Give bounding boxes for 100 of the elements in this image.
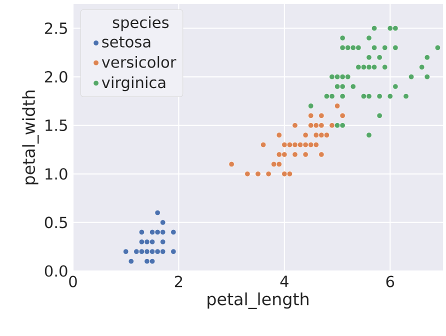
point bbox=[329, 122, 335, 128]
x-axis-title: petal_length bbox=[208, 292, 308, 310]
point bbox=[282, 171, 288, 177]
point bbox=[308, 122, 314, 128]
point bbox=[340, 74, 346, 80]
point bbox=[149, 258, 156, 264]
legend-label: versicolor bbox=[102, 56, 176, 68]
y-tick-label: 0.5 bbox=[44, 216, 67, 228]
point bbox=[334, 84, 340, 90]
y-tick-label: 2.0 bbox=[45, 71, 68, 83]
point bbox=[392, 84, 398, 90]
point bbox=[424, 54, 430, 60]
y-axis-title: petal_width bbox=[22, 90, 39, 184]
point bbox=[334, 103, 340, 109]
point bbox=[286, 171, 293, 177]
point bbox=[424, 74, 430, 80]
point bbox=[149, 229, 156, 236]
point bbox=[356, 44, 362, 51]
legend-label: virginica bbox=[102, 76, 166, 92]
point bbox=[382, 44, 388, 51]
point bbox=[376, 112, 382, 119]
point bbox=[418, 64, 425, 70]
point bbox=[360, 64, 367, 70]
point bbox=[329, 74, 335, 80]
point bbox=[340, 44, 346, 51]
point bbox=[387, 25, 394, 32]
point bbox=[138, 229, 145, 236]
point bbox=[144, 239, 150, 245]
point bbox=[160, 229, 166, 236]
point bbox=[318, 132, 324, 138]
point bbox=[149, 248, 156, 254]
point bbox=[286, 142, 293, 148]
point bbox=[318, 112, 324, 119]
point bbox=[270, 161, 277, 168]
point bbox=[366, 54, 372, 60]
point bbox=[382, 64, 388, 70]
point bbox=[228, 161, 234, 168]
x-tick-label: 6 bbox=[386, 276, 394, 288]
point bbox=[266, 171, 272, 177]
point bbox=[292, 142, 298, 148]
point bbox=[344, 74, 351, 80]
point bbox=[308, 112, 314, 119]
point bbox=[366, 93, 372, 100]
legend-title: species bbox=[112, 16, 169, 32]
point bbox=[276, 132, 282, 138]
point bbox=[366, 64, 372, 70]
point bbox=[292, 122, 298, 128]
x-tick-label: 2 bbox=[174, 276, 182, 288]
point bbox=[138, 248, 145, 254]
point bbox=[329, 93, 335, 100]
point bbox=[308, 103, 314, 109]
point bbox=[387, 93, 394, 100]
point bbox=[403, 93, 409, 100]
point bbox=[350, 84, 356, 90]
point bbox=[244, 171, 250, 177]
point bbox=[255, 171, 261, 177]
point bbox=[340, 122, 346, 128]
point bbox=[302, 132, 308, 138]
point bbox=[308, 142, 314, 148]
point bbox=[408, 74, 414, 80]
point bbox=[334, 74, 340, 80]
point bbox=[302, 152, 308, 158]
point bbox=[313, 122, 320, 128]
y-tick-label: 2.5 bbox=[45, 22, 67, 34]
point bbox=[376, 93, 382, 100]
point bbox=[318, 152, 324, 158]
point bbox=[128, 258, 134, 264]
point bbox=[376, 54, 382, 60]
point bbox=[366, 132, 372, 138]
point bbox=[392, 25, 398, 32]
point bbox=[138, 239, 145, 245]
point bbox=[170, 248, 176, 254]
x-tick-label: 4 bbox=[280, 276, 288, 287]
point bbox=[282, 152, 288, 158]
point bbox=[356, 64, 362, 70]
point bbox=[313, 142, 320, 148]
point bbox=[392, 44, 398, 51]
y-tick-label: 0.0 bbox=[44, 265, 68, 277]
point bbox=[144, 258, 150, 264]
point bbox=[160, 239, 166, 245]
point bbox=[154, 229, 160, 236]
point bbox=[170, 229, 176, 236]
legend-label: setosa bbox=[102, 36, 150, 48]
point bbox=[340, 35, 346, 41]
point bbox=[371, 64, 378, 70]
point bbox=[297, 142, 304, 148]
y-tick-label: 1.5 bbox=[46, 120, 67, 132]
y-tick-label: 1.0 bbox=[46, 168, 68, 180]
point bbox=[154, 210, 160, 216]
point bbox=[160, 248, 166, 254]
point bbox=[324, 93, 330, 100]
point bbox=[292, 152, 298, 158]
point bbox=[160, 220, 166, 226]
point bbox=[324, 132, 330, 138]
point bbox=[340, 112, 346, 119]
point bbox=[318, 122, 324, 128]
point bbox=[282, 142, 288, 148]
point bbox=[371, 25, 378, 32]
x-tick-label: 0 bbox=[69, 276, 77, 288]
point bbox=[149, 239, 156, 245]
